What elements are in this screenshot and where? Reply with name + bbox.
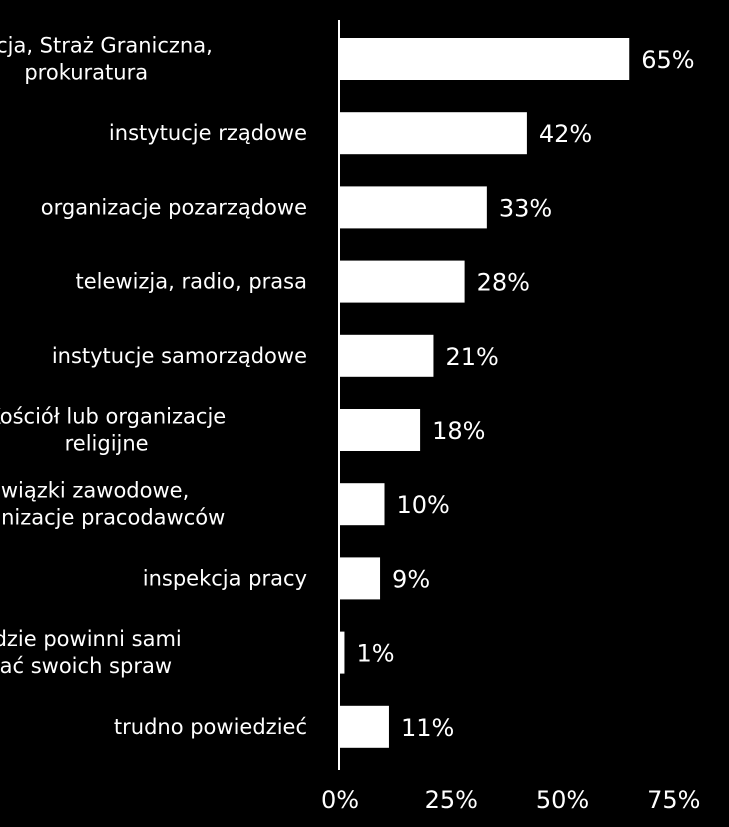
x-tick-label: 25% — [425, 786, 478, 814]
x-tick-labels-group: 0% 25% 50% 75% — [321, 786, 700, 814]
bar — [340, 112, 527, 155]
value-label: 42% — [539, 120, 592, 148]
category-label: nikt, ludzie powinni sami pilnować swoich… — [0, 627, 182, 678]
category-label-line: instytucje samorządowe — [52, 344, 307, 368]
category-label-line: prokuratura — [24, 61, 148, 85]
bar — [340, 186, 487, 229]
category-label-line: związki zawodowe, — [0, 479, 189, 503]
category-label: Kościół lub organizacje religijne — [0, 405, 226, 456]
value-label: 28% — [477, 269, 530, 297]
bar — [340, 409, 421, 451]
x-tick-label: 0% — [321, 786, 359, 814]
category-label-line: organizacje pracodawców — [0, 506, 225, 530]
bar — [340, 334, 434, 377]
bars-group — [340, 38, 630, 748]
bar — [340, 260, 465, 303]
value-label: 33% — [499, 194, 552, 222]
value-label: 9% — [392, 565, 430, 593]
category-label-line: Policja, Straż Graniczna, — [0, 34, 213, 58]
category-label: inspekcja pracy — [143, 566, 307, 590]
value-labels-group: 65% 42% 33% 28% 21% 18% 10% 9% 1% 11% — [356, 46, 694, 742]
category-labels-group: Policja, Straż Graniczna, prokuratura inst… — [0, 34, 307, 739]
value-label: 65% — [641, 46, 694, 74]
bar — [340, 483, 385, 526]
category-label-line: nikt, ludzie powinni sami — [0, 627, 182, 651]
category-label-line: organizacje pozarządowe — [41, 195, 307, 219]
category-label: trudno powiedzieć — [114, 715, 307, 739]
value-label: 18% — [432, 417, 485, 445]
category-label-line: Kościół lub organizacje — [0, 405, 226, 429]
category-label-line: instytucje rządowe — [109, 121, 307, 145]
category-label: telewizja, radio, prasa — [75, 270, 307, 294]
category-label: organizacje pozarządowe — [41, 195, 307, 219]
x-tick-label: 75% — [647, 786, 700, 814]
value-label: 21% — [445, 343, 498, 371]
category-label: instytucje rządowe — [109, 121, 307, 145]
category-label-line: religijne — [65, 432, 149, 456]
value-label: 1% — [356, 640, 394, 668]
category-label-line: trudno powiedzieć — [114, 715, 307, 739]
category-label: związki zawodowe, organizacje pracodawców — [0, 479, 225, 530]
category-label-line: inspekcja pracy — [143, 566, 307, 590]
category-label: Policja, Straż Graniczna, prokuratura — [0, 34, 213, 85]
bar — [340, 38, 630, 80]
category-label-line: telewizja, radio, prasa — [75, 270, 307, 294]
bar — [340, 705, 389, 748]
value-label: 11% — [401, 714, 454, 742]
x-tick-label: 50% — [536, 786, 589, 814]
bar — [340, 557, 381, 600]
bar — [340, 631, 345, 674]
category-label: instytucje samorządowe — [52, 344, 307, 368]
category-label-line: pilnować swoich spraw — [0, 654, 172, 678]
value-label: 10% — [397, 491, 450, 519]
